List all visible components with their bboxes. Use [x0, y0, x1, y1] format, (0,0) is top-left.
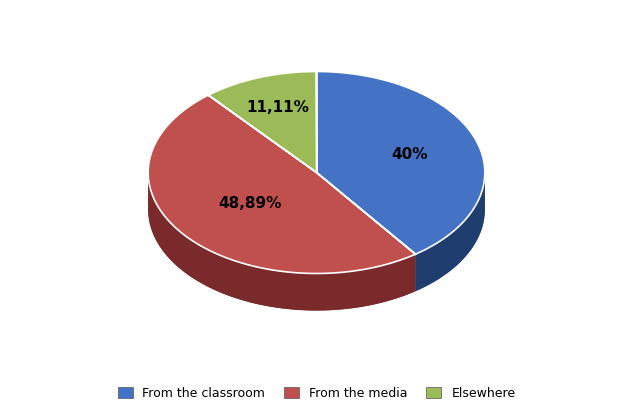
Polygon shape — [415, 173, 485, 291]
Polygon shape — [148, 173, 415, 311]
Text: 48,89%: 48,89% — [218, 196, 282, 211]
Polygon shape — [316, 71, 485, 254]
Text: 11,11%: 11,11% — [246, 100, 309, 115]
Legend: From the classroom, From the media, Elsewhere: From the classroom, From the media, Else… — [113, 382, 520, 403]
Polygon shape — [148, 95, 415, 274]
Polygon shape — [208, 71, 316, 172]
Polygon shape — [415, 173, 485, 291]
Text: 40%: 40% — [391, 147, 428, 162]
Polygon shape — [148, 173, 415, 311]
